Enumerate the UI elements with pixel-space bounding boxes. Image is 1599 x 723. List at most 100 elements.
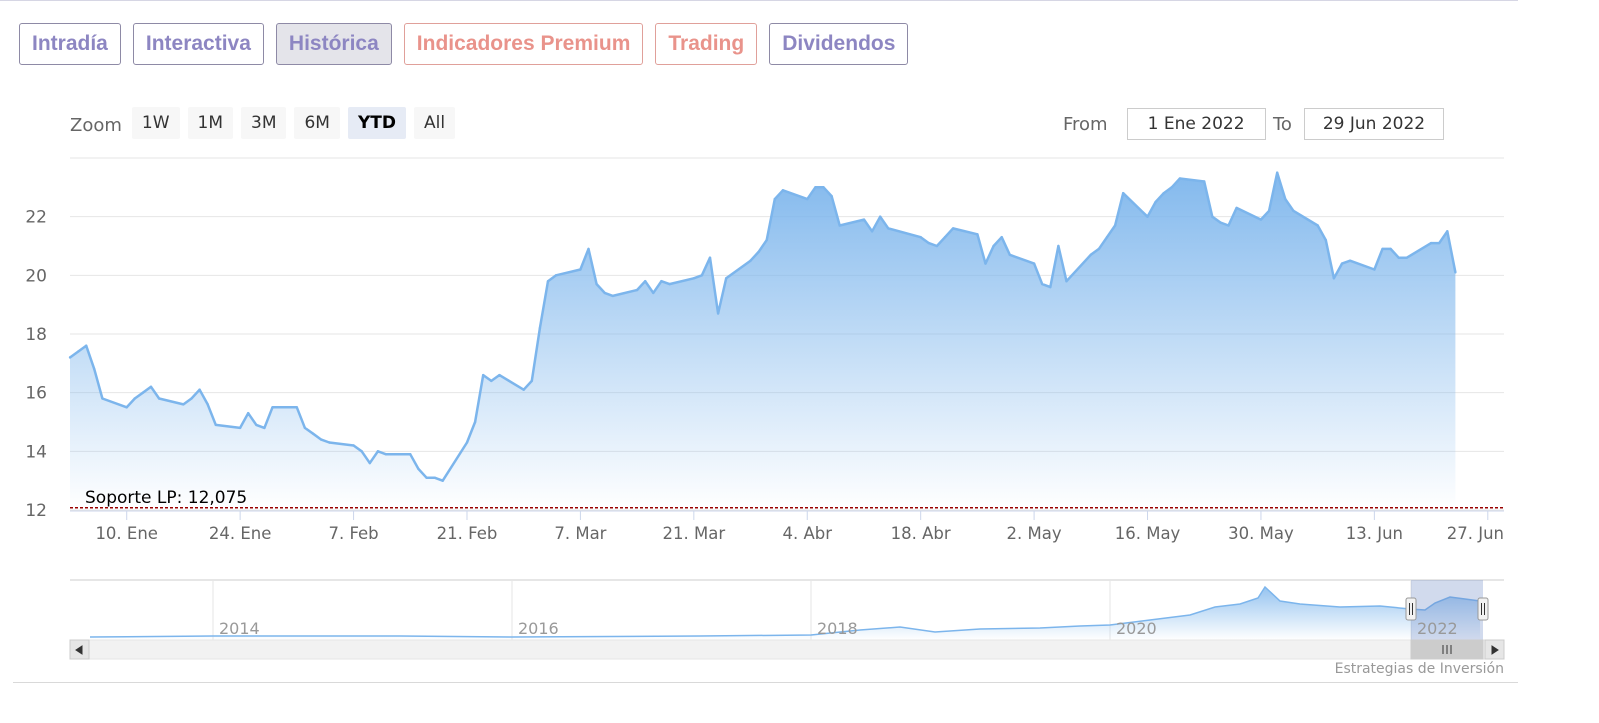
- support-label: Soporte LP: 12,075: [85, 488, 247, 508]
- price-point: [1316, 224, 1319, 227]
- price-point: [1203, 180, 1206, 183]
- price-point: [328, 441, 331, 444]
- price-point: [1122, 192, 1125, 195]
- price-point: [935, 244, 939, 248]
- from-date-input[interactable]: 1 Ene 2022: [1126, 108, 1266, 140]
- zoom-button-1w[interactable]: 1W: [131, 107, 180, 139]
- zoom-buttons: 1W 1M 3M 6M YTD All: [131, 107, 456, 139]
- price-point: [611, 294, 614, 298]
- price-point: [1284, 197, 1287, 201]
- price-point: [587, 247, 590, 251]
- navigator-year-label: 2018: [817, 619, 858, 638]
- price-point: [255, 423, 258, 427]
- price-point: [206, 403, 209, 406]
- price-point: [441, 479, 444, 482]
- price-point: [879, 215, 882, 218]
- price-point: [311, 432, 315, 435]
- tab-dividendos[interactable]: Dividendos: [769, 23, 909, 65]
- y-tick-label: 18: [25, 325, 47, 345]
- price-point: [101, 397, 104, 400]
- price-point: [76, 350, 80, 353]
- price-point: [530, 379, 533, 383]
- top-divider: [0, 0, 1518, 1]
- price-point: [157, 397, 161, 400]
- zoom-button-ytd[interactable]: YTD: [347, 107, 406, 139]
- tab-intradía[interactable]: Intradía: [19, 23, 121, 65]
- price-point: [1089, 253, 1093, 256]
- price-point: [1235, 206, 1238, 210]
- price-point: [384, 453, 388, 456]
- price-point: [862, 218, 866, 221]
- price-point: [376, 450, 380, 453]
- price-point: [781, 189, 785, 192]
- x-axis: 10. Ene 24. Ene 7. Feb 21. Feb 7. Mar 21. Mar…: [70, 510, 1504, 543]
- price-point: [425, 476, 428, 479]
- price-point: [417, 467, 420, 471]
- support-line-group: Soporte LP: 12,075: [70, 488, 1504, 509]
- price-point: [182, 403, 185, 406]
- price-point: [1105, 236, 1109, 239]
- price-point: [368, 461, 371, 465]
- price-point: [700, 274, 704, 277]
- price-point: [360, 450, 363, 453]
- price-point: [984, 262, 987, 265]
- price-point: [1154, 200, 1157, 204]
- price-point: [133, 397, 136, 400]
- price-point: [951, 227, 955, 230]
- price-point: [1008, 253, 1011, 256]
- tab-interactiva[interactable]: Interactiva: [132, 23, 264, 65]
- scrollbar-track[interactable]: [69, 639, 1505, 660]
- price-point: [1389, 247, 1392, 251]
- price-point: [320, 438, 323, 441]
- navigator-handle-left[interactable]: [1405, 597, 1417, 621]
- tab-histórica[interactable]: Histórica: [275, 23, 392, 65]
- price-point: [976, 233, 979, 236]
- x-tick-label: 4. Abr: [782, 524, 832, 543]
- price-point: [579, 268, 582, 271]
- chart-credit[interactable]: Estrategias de Inversión: [1334, 661, 1504, 677]
- price-point: [830, 194, 833, 198]
- price-point: [1340, 262, 1344, 265]
- navigator-selection[interactable]: [1411, 580, 1483, 640]
- y-tick-label: 22: [25, 208, 47, 228]
- to-date-input[interactable]: 29 Jun 2022: [1303, 108, 1444, 140]
- arrow-left-icon: [75, 645, 83, 655]
- price-point: [93, 368, 96, 371]
- price-point: [482, 373, 485, 377]
- x-tick-label: 27. Jun: [1447, 524, 1504, 543]
- price-point: [1446, 230, 1449, 233]
- range-from: From 1 Ene 2022: [1063, 108, 1266, 140]
- price-point: [635, 288, 639, 292]
- price-point: [498, 373, 501, 377]
- arrow-right-icon: [1491, 645, 1499, 655]
- zoom-button-1m[interactable]: 1M: [187, 107, 233, 139]
- tab-indicadores-premium[interactable]: Indicadores Premium: [403, 23, 644, 65]
- price-point: [149, 385, 153, 388]
- zoom-button-all[interactable]: All: [414, 107, 456, 139]
- tab-trading[interactable]: Trading: [655, 23, 758, 65]
- price-point: [409, 453, 412, 456]
- price-point: [85, 344, 88, 347]
- price-point: [1032, 262, 1036, 265]
- y-tick-label: 14: [25, 442, 47, 462]
- price-point: [927, 241, 930, 245]
- price-point: [725, 277, 728, 280]
- price-point: [1113, 224, 1117, 227]
- x-tick-label: 7. Mar: [554, 524, 606, 543]
- navigator[interactable]: 2014 2016 2018 2020 2022: [69, 579, 1505, 660]
- price-point: [1267, 209, 1271, 212]
- price-point: [652, 291, 655, 295]
- zoom-button-3m[interactable]: 3M: [241, 107, 287, 139]
- price-point: [757, 250, 760, 254]
- navigator-handle-right[interactable]: [1477, 597, 1489, 621]
- y-tick-label: 16: [25, 384, 47, 404]
- price-point: [773, 197, 776, 201]
- x-tick-label: 2. May: [1007, 524, 1062, 543]
- price-point: [1276, 171, 1279, 174]
- price-series: [68, 171, 1457, 510]
- price-point: [1178, 177, 1182, 180]
- price-point: [1348, 259, 1352, 262]
- zoom-button-6m[interactable]: 6M: [294, 107, 340, 139]
- price-point: [1041, 282, 1044, 286]
